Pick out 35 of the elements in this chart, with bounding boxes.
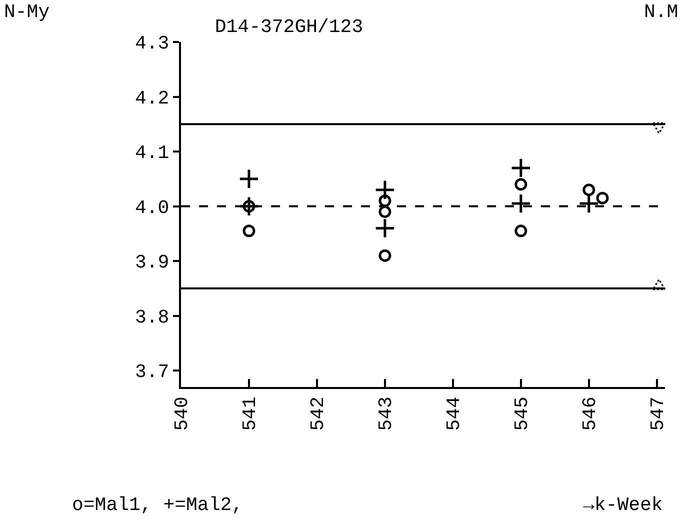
point — [510, 158, 532, 178]
x-axis-title: →k-Week — [583, 494, 663, 516]
y-tick-label: 4.0 — [134, 196, 170, 219]
text: N.M — [644, 1, 678, 23]
y-tick-label: 3.7 — [134, 361, 170, 384]
point — [242, 200, 256, 213]
x-tick-label: 540 — [171, 396, 194, 431]
point — [514, 224, 528, 238]
point — [514, 178, 528, 191]
y-tick-label: 4.1 — [134, 142, 170, 164]
chart-title: D14-372GH/123 — [214, 16, 364, 38]
point — [238, 196, 260, 217]
x-tick-label: 542 — [307, 396, 330, 431]
point — [596, 192, 609, 204]
x-tick-label: 547 — [647, 396, 670, 431]
point — [242, 224, 256, 238]
y-tick-label: 4.2 — [134, 87, 170, 110]
y-tick-label: 3.9 — [134, 252, 170, 274]
text: o=Mal1, +=Mal2, — [72, 494, 244, 516]
point — [582, 184, 596, 196]
point — [378, 206, 392, 218]
point — [378, 194, 392, 208]
x-tick-label: 543 — [375, 396, 398, 431]
point — [238, 168, 260, 190]
x-tick-label: 544 — [443, 396, 466, 431]
point — [378, 249, 392, 262]
point — [510, 193, 532, 214]
y-tick-label: 3.8 — [134, 306, 170, 328]
point — [374, 218, 396, 239]
x-tick-label: 545 — [511, 396, 534, 431]
text: N-My — [4, 1, 50, 23]
y-tick-label: 4.3 — [134, 32, 170, 55]
point — [374, 180, 396, 200]
x-tick-label: 546 — [579, 396, 602, 431]
x-tick-label: 541 — [239, 396, 262, 431]
